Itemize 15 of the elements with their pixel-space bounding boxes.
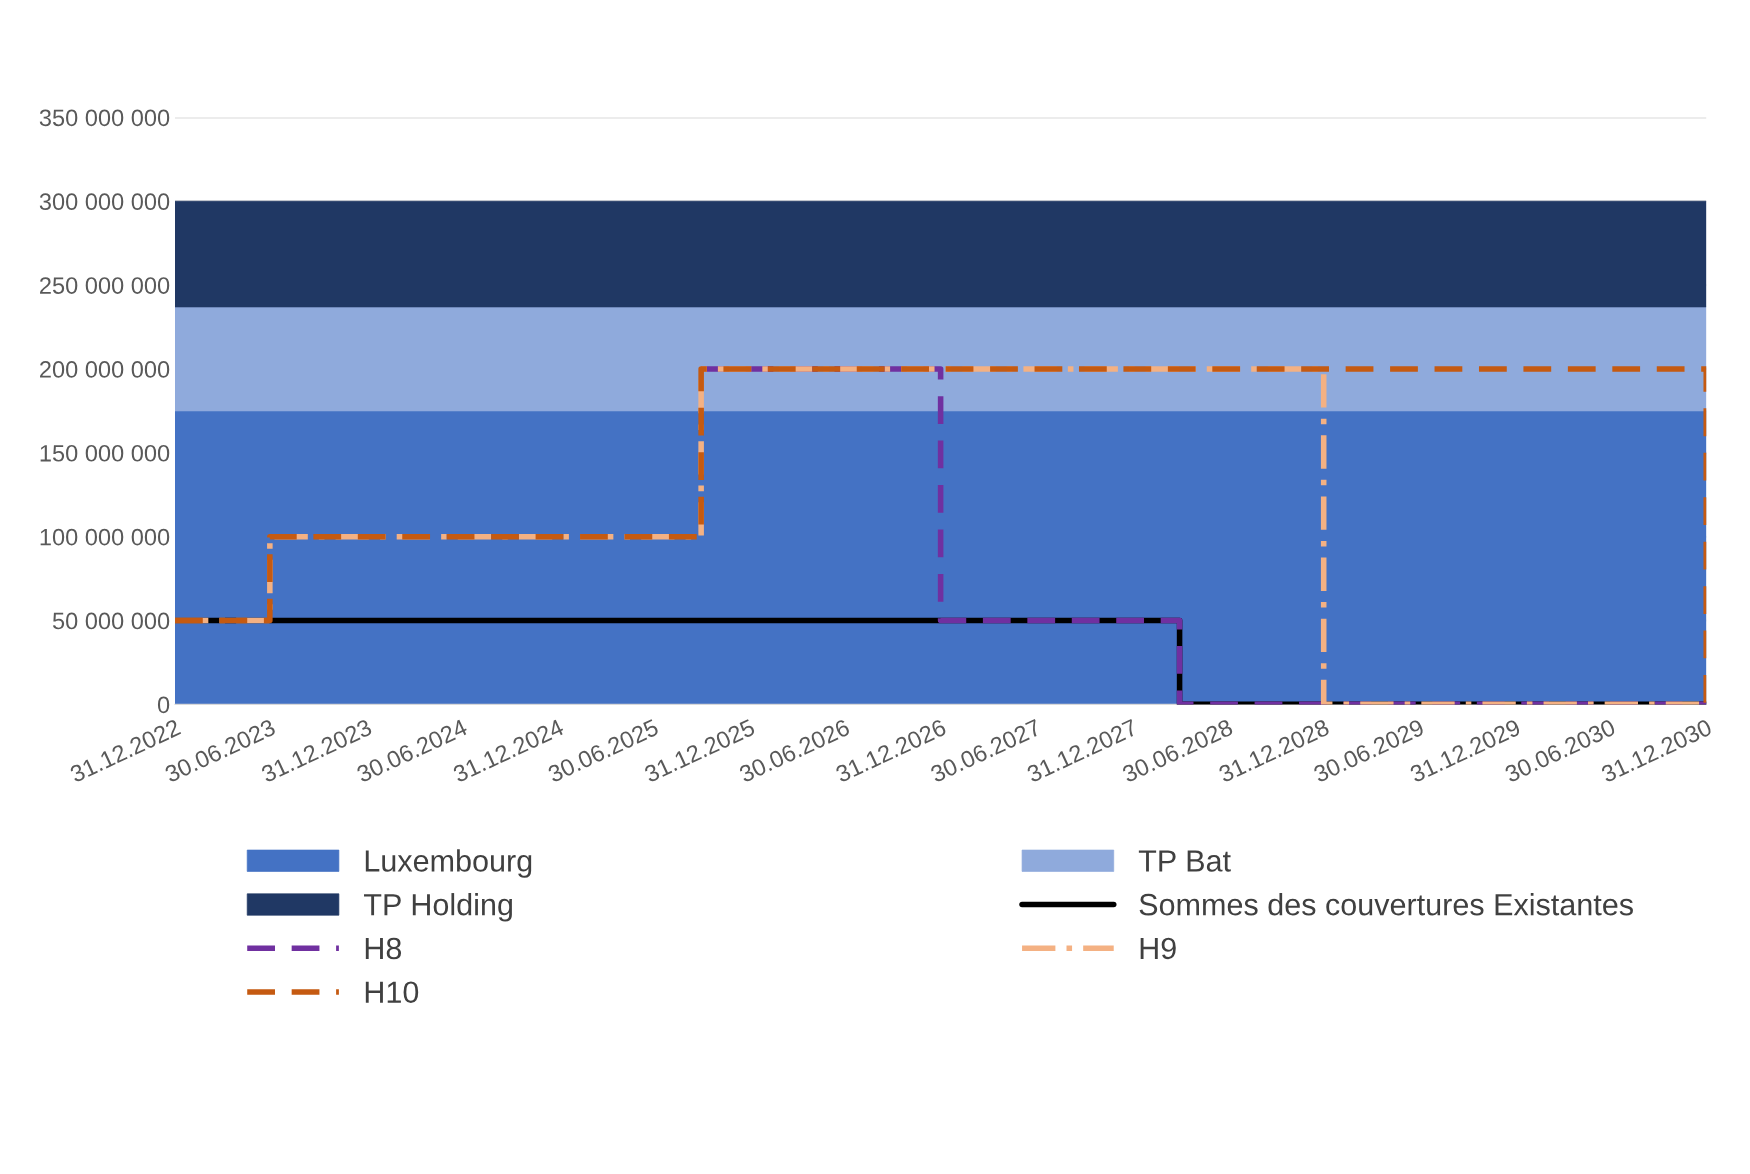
legend-label: H8 <box>365 937 402 960</box>
legend-label: Sommes des couvertures Existantes <box>1139 893 1633 916</box>
legend-label: H10 <box>365 981 419 1004</box>
y-tick-label: 250 000 000 <box>40 277 170 294</box>
y-tick-label: 0 <box>157 696 170 714</box>
y-tick-label: 350 000 000 <box>39 109 170 127</box>
legend-label: H9 <box>1140 937 1176 960</box>
legend-label: TP Holding <box>364 893 512 922</box>
y-tick-label: 200 000 000 <box>40 361 170 378</box>
legend-label: Luxembourg <box>365 849 532 878</box>
y-tick-label: 300 000 000 <box>39 193 170 211</box>
legend-label: TP Bat <box>1138 850 1231 872</box>
y-tick-label: 50 000 000 <box>52 612 170 630</box>
y-tick-label: 100 000 000 <box>40 528 170 546</box>
y-tick-label: 150 000 000 <box>40 444 170 462</box>
